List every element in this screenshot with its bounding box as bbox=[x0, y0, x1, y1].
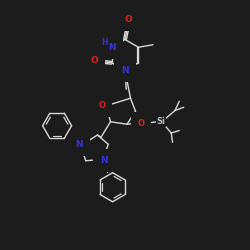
Text: O: O bbox=[98, 101, 105, 110]
Text: N: N bbox=[108, 43, 116, 52]
Text: N: N bbox=[75, 140, 82, 149]
Text: O: O bbox=[90, 56, 98, 65]
Text: O: O bbox=[138, 118, 145, 128]
Text: N: N bbox=[121, 66, 129, 75]
Text: O: O bbox=[124, 15, 132, 24]
Text: Si: Si bbox=[157, 117, 166, 126]
Text: H: H bbox=[102, 38, 108, 47]
Text: N: N bbox=[100, 156, 108, 165]
